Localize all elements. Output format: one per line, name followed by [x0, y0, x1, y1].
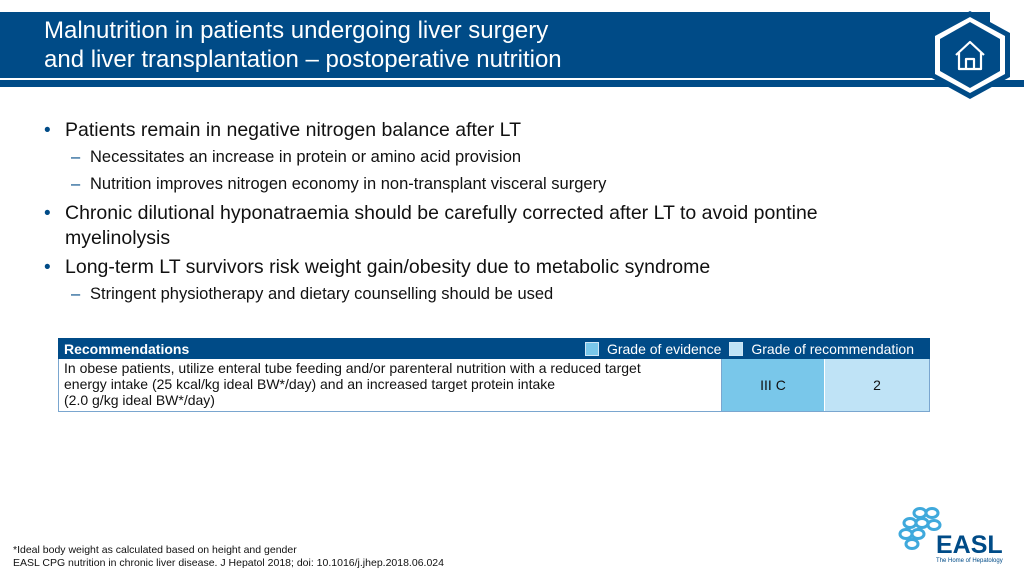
legend-evidence: Grade of evidence	[606, 341, 722, 357]
recommendation-swatch	[729, 342, 744, 356]
footnotes: *Ideal body weight as calculated based o…	[13, 544, 444, 570]
bullet-item: • Long-term LT survivors risk weight gai…	[44, 255, 844, 280]
footnote-citation: EASL CPG nutrition in chronic liver dise…	[13, 557, 444, 569]
easl-logo: EASL The Home of Hepatology	[898, 507, 1003, 564]
bullet-item: • Patients remain in negative nitrogen b…	[44, 118, 844, 143]
sub-bullet-item: – Nutrition improves nitrogen economy in…	[44, 174, 844, 195]
grade-of-recommendation: 2	[824, 359, 929, 411]
legend-recommendation: Grade of recommendation	[751, 341, 914, 357]
grade-legend: Grade of evidence Grade of recommendatio…	[584, 341, 914, 357]
bullet-marker: •	[44, 120, 51, 141]
recommendation-row: In obese patients, utilize enteral tube …	[58, 359, 930, 412]
sub-bullet-text: Nutrition improves nitrogen economy in n…	[90, 175, 607, 193]
home-button[interactable]	[928, 9, 1012, 101]
dash-marker: –	[71, 285, 81, 303]
title-underline	[0, 80, 1024, 87]
sub-bullet-text: Stringent physiotherapy and dietary coun…	[90, 285, 554, 303]
title-bar	[0, 12, 990, 78]
footnote-ideal-bw: *Ideal body weight as calculated based o…	[13, 544, 297, 556]
recommendation-box: Recommendations Grade of evidence Grade …	[58, 338, 930, 412]
logo-wordmark: EASL	[936, 531, 1003, 559]
bullet-item: • Chronic dilutional hyponatraemia shoul…	[44, 201, 844, 251]
bullet-marker: •	[44, 257, 51, 278]
home-icon	[955, 40, 985, 71]
bullet-text: Patients remain in negative nitrogen bal…	[65, 119, 521, 141]
sub-bullet-item: – Stringent physiotherapy and dietary co…	[44, 284, 844, 305]
bullet-list: • Patients remain in negative nitrogen b…	[44, 118, 844, 311]
dash-marker: –	[71, 148, 81, 166]
recommendation-text: In obese patients, utilize enteral tube …	[64, 360, 641, 408]
grade-of-evidence: III C	[721, 359, 824, 411]
sub-bullet-text: Necessitates an increase in protein or a…	[90, 148, 522, 166]
recommendations-label: Recommendations	[64, 341, 190, 357]
evidence-swatch	[584, 342, 599, 356]
bullet-text: Chronic dilutional hyponatraemia should …	[65, 202, 818, 249]
logo-tagline: The Home of Hepatology	[936, 558, 1003, 564]
bullet-text: Long-term LT survivors risk weight gain/…	[65, 256, 711, 278]
recommendation-header: Recommendations Grade of evidence Grade …	[58, 338, 930, 359]
bullet-marker: •	[44, 203, 51, 224]
slide-title: Malnutrition in patients undergoing live…	[44, 17, 562, 73]
hexagon-cluster-icon	[898, 507, 942, 550]
dash-marker: –	[71, 175, 81, 193]
sub-bullet-item: – Necessitates an increase in protein or…	[44, 147, 844, 168]
